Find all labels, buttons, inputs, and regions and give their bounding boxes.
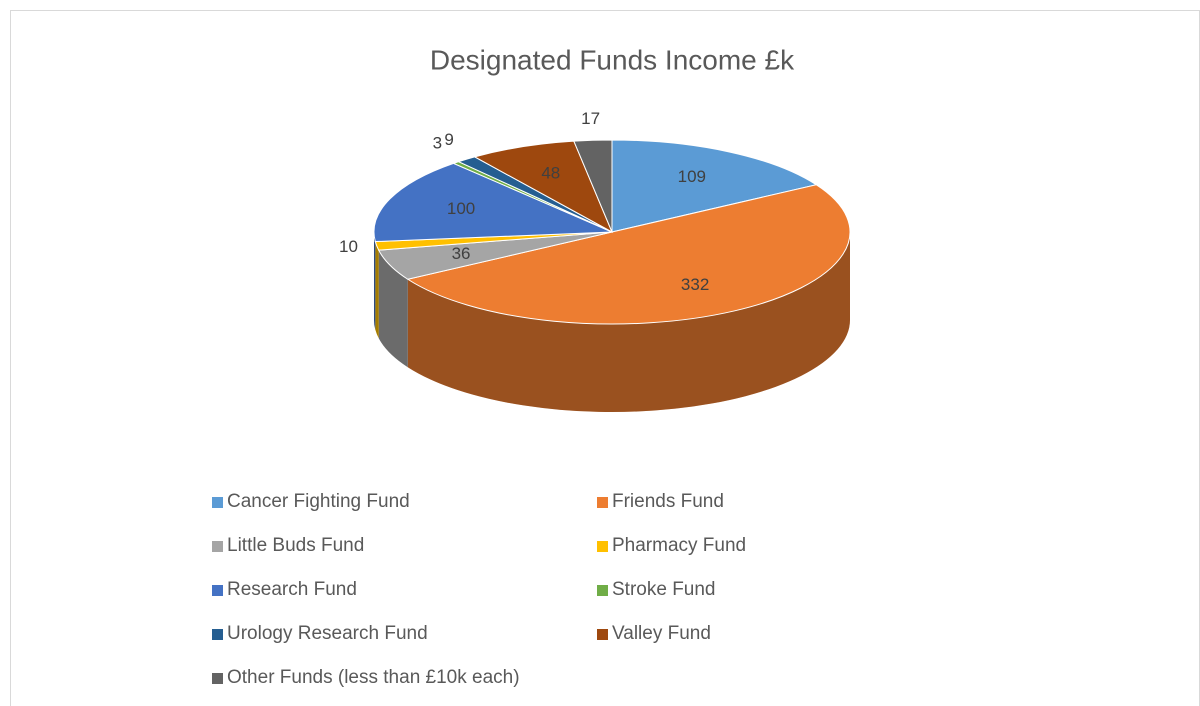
pie-slice	[573, 139, 613, 233]
pie-side	[378, 250, 408, 368]
data-label: 109	[678, 167, 706, 186]
legend-swatch	[597, 541, 608, 552]
legend-label: Research Fund	[227, 579, 357, 600]
pie-slice	[611, 139, 818, 233]
pie-slice	[373, 162, 613, 243]
pie-side	[375, 241, 379, 339]
legend-swatch	[597, 585, 608, 596]
legend-swatch	[212, 673, 223, 684]
data-label: 9	[444, 130, 453, 149]
legend-label: Cancer Fighting Fund	[227, 491, 410, 512]
data-label: 17	[581, 109, 600, 128]
legend-swatch	[212, 629, 223, 640]
data-label: 10	[339, 237, 358, 256]
pie-side-shade	[375, 241, 379, 339]
data-label: 332	[681, 275, 709, 294]
pie-slice	[406, 184, 851, 325]
legend-label: Pharmacy Fund	[612, 535, 746, 556]
legend-label: Urology Research Fund	[227, 623, 428, 644]
data-label: 100	[447, 199, 475, 218]
data-label: 36	[452, 244, 471, 263]
pie-side-shade	[407, 232, 850, 412]
pie-side-shade	[374, 232, 376, 330]
pie-side	[374, 232, 376, 330]
pie-side-shade	[378, 250, 408, 368]
legend-swatch	[597, 497, 608, 508]
pie-slice	[473, 140, 614, 234]
legend-swatch	[212, 497, 223, 508]
legend-label: Friends Fund	[612, 491, 724, 512]
legend-label: Little Buds Fund	[227, 535, 364, 556]
chart-title: Designated Funds Income £k	[430, 44, 795, 75]
pie-side	[407, 232, 850, 412]
data-label: 3	[433, 134, 442, 153]
legend-label: Stroke Fund	[612, 579, 716, 600]
legend-swatch	[212, 585, 223, 596]
legend-swatch	[597, 629, 608, 640]
legend-label: Valley Fund	[612, 623, 711, 644]
data-label: 48	[541, 164, 560, 183]
legend-swatch	[212, 541, 223, 552]
legend-label: Other Funds (less than £10k each)	[227, 667, 520, 688]
